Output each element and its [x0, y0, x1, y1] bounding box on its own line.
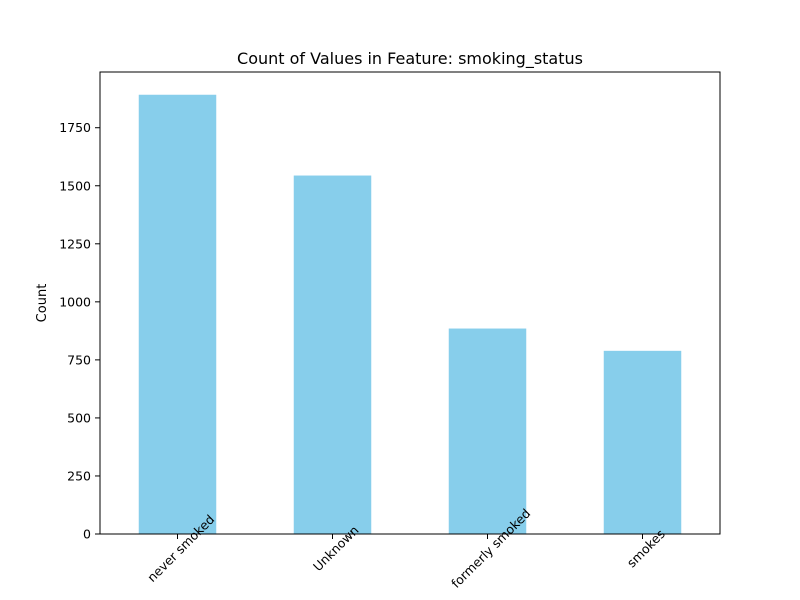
bar-unknown [293, 175, 372, 535]
y-tick-label: 1250 [59, 236, 91, 251]
y-axis-label: Count [35, 284, 50, 323]
plot-frame [99, 71, 721, 535]
y-tick-label: 250 [67, 468, 91, 483]
x-ticks-group: never smoked Unknown formerly smoked smokes [144, 506, 668, 591]
y-tick-label: 1500 [59, 178, 91, 193]
y-ticks-group: 0 250 500 750 1000 1250 1500 1750 [59, 120, 100, 542]
y-tick-label: 0 [83, 527, 91, 542]
bar-never-smoked [138, 94, 217, 534]
y-tick-label: 1750 [59, 120, 91, 135]
bar-formerly-smoked [448, 328, 527, 534]
y-tick-label: 750 [67, 352, 91, 367]
chart-title: Count of Values in Feature: smoking_stat… [237, 49, 583, 69]
bars-group [138, 94, 682, 535]
y-tick-label: 500 [67, 410, 91, 425]
y-tick-label: 1000 [59, 294, 91, 309]
bar-smokes [603, 350, 682, 534]
